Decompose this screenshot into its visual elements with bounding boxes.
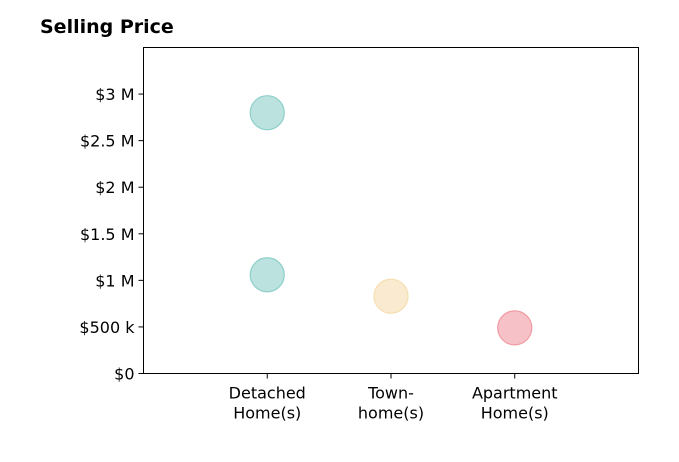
data-point <box>249 257 285 293</box>
y-tick-label: $1.5 M <box>80 225 135 244</box>
data-point <box>249 95 285 131</box>
y-axis: $0 $500 k $1 M $1.5 M $2 M $2.5 M $3 M <box>79 85 144 384</box>
x-tick-label: Home(s) <box>481 404 549 423</box>
plot-area-frame <box>143 47 639 374</box>
y-tick-label: $3 M <box>95 85 134 104</box>
y-tick-label: $2 M <box>95 178 134 197</box>
x-tick-label: Detached <box>229 384 306 403</box>
x-tick-label: Apartment <box>472 384 558 403</box>
y-tick-label: $1 M <box>95 271 134 290</box>
y-tick-label: $0 <box>114 365 134 384</box>
x-tick-label: Town- <box>367 384 414 403</box>
x-tick-label: home(s) <box>358 404 424 423</box>
data-points <box>249 95 533 346</box>
chart-title: Selling Price <box>40 16 174 38</box>
data-point <box>373 278 409 314</box>
y-tick-label: $2.5 M <box>80 132 135 151</box>
x-axis: DetachedHome(s)Town-home(s)ApartmentHome… <box>229 373 558 423</box>
x-tick-label: Home(s) <box>233 404 301 423</box>
data-point <box>497 310 533 346</box>
y-tick-label: $500 k <box>79 318 135 337</box>
